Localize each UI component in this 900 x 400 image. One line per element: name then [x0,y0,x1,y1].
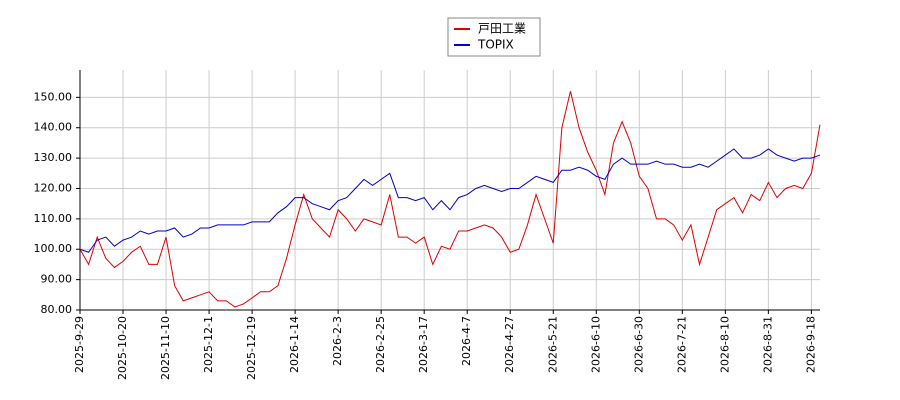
y-tick-label: 130.00 [34,151,73,164]
x-tick-label: 2026-7-21 [675,316,688,373]
y-tick-label: 90.00 [41,273,73,286]
x-tick-label: 2026-2-25 [374,316,387,373]
y-tick-label: 150.00 [34,90,73,103]
y-tick-label: 120.00 [34,181,73,194]
x-tick-label: 2026-2-3 [331,316,344,366]
legend-label: TOPIX [477,38,514,52]
y-tick-label: 140.00 [34,121,73,134]
x-tick-label: 2026-3-17 [417,316,430,373]
y-tick-label: 80.00 [41,303,73,316]
legend-label: 戸田工業 [478,22,526,36]
x-tick-label: 2026-1-14 [288,316,301,373]
x-tick-label: 2025-12-1 [202,316,215,373]
x-tick-label: 2026-4-7 [460,316,473,366]
y-tick-label: 110.00 [34,212,73,225]
x-tick-label: 2026-6-10 [589,316,602,373]
x-tick-label: 2026-8-31 [761,316,774,373]
legend-box [447,17,541,57]
x-tick-label: 2025-9-29 [73,316,86,373]
series-line [79,91,821,308]
x-tick-label: 2026-4-27 [503,316,516,373]
x-tick-label: 2026-5-21 [546,316,559,373]
series-line [79,148,821,253]
x-tick-label: 2025-11-10 [159,316,172,380]
y-tick-label: 100.00 [34,242,73,255]
x-tick-label: 2025-12-19 [245,316,258,380]
x-tick-label: 2025-10-20 [116,316,129,380]
x-tick-label: 2026-9-18 [804,316,817,373]
x-tick-label: 2026-8-10 [718,316,731,373]
x-tick-label: 2026-6-30 [632,316,645,373]
